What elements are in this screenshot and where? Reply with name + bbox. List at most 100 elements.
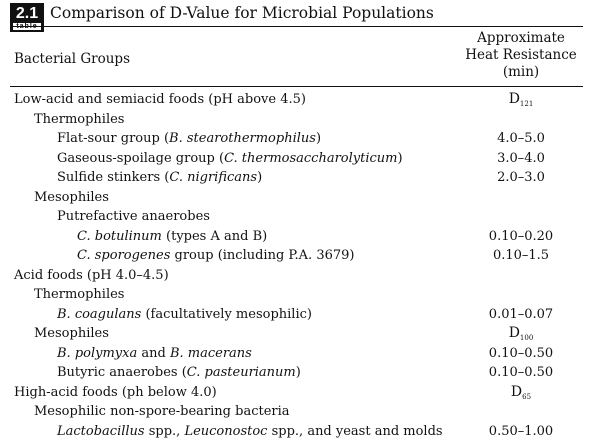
row-label: Sulfide stinkers (C. nigrificans) bbox=[57, 168, 262, 188]
label-text: Sulfide stinkers ( bbox=[57, 170, 170, 185]
column-header-bacterial-groups: Bacterial Groups bbox=[14, 51, 131, 67]
table-row: High-acid foods (ph below 4.0) D65 bbox=[0, 383, 595, 403]
table-row: Mesophiles bbox=[0, 188, 595, 208]
organism-name: B. stearothermophilus bbox=[169, 131, 316, 146]
label-text: Mesophilic non-spore-bearing bacteria bbox=[34, 404, 290, 419]
label-text: High-acid foods (ph below 4.0) bbox=[14, 384, 217, 400]
label-text: ) bbox=[315, 131, 322, 146]
label-text: Flat-sour group ( bbox=[57, 131, 170, 146]
row-label: Lactobacillus spp., Leuconostoc spp., an… bbox=[57, 422, 443, 442]
heat-resistance-value: 3.0–4.0 bbox=[458, 149, 584, 169]
organism-name: C. thermosaccharolyticum bbox=[224, 150, 398, 166]
table-row: C. botulinum (types A and B) 0.10–0.20 bbox=[0, 227, 595, 247]
value-text: D bbox=[508, 91, 520, 107]
label-text: (types A and B) bbox=[161, 228, 268, 244]
table-row: Lactobacillus spp., Leuconostoc spp., an… bbox=[0, 422, 595, 442]
label-text: spp., bbox=[144, 423, 185, 439]
label-text: Mesophiles bbox=[34, 189, 109, 205]
label-text: Thermophiles bbox=[34, 287, 125, 302]
table-row: C. sporogenes group (including P.A. 3679… bbox=[0, 246, 595, 266]
heat-resistance-value: 0.50–1.00 bbox=[458, 422, 584, 442]
table-row: Putrefactive anaerobes bbox=[0, 207, 595, 227]
organism-name: Leuconostoc bbox=[184, 423, 268, 439]
label-text: Putrefactive anaerobes bbox=[57, 209, 210, 224]
label-text: ) bbox=[295, 365, 301, 380]
row-label: Low-acid and semiacid foods (pH above 4.… bbox=[14, 90, 306, 110]
value-text: 0.10–0.50 bbox=[488, 365, 554, 380]
table-row: Gaseous-spoilage group (C. thermosacchar… bbox=[0, 149, 595, 169]
table-number: 2.1 bbox=[15, 5, 39, 22]
organism-name: B. macerans bbox=[169, 345, 252, 361]
row-label: Acid foods (pH 4.0–4.5) bbox=[14, 266, 169, 286]
column-header-line: Heat Resistance bbox=[465, 47, 577, 63]
column-header-line: Approximate bbox=[477, 30, 565, 46]
heat-resistance-value: 4.0–5.0 bbox=[458, 129, 584, 149]
value-text: 4.0–5.0 bbox=[497, 131, 545, 146]
organism-name: C. botulinum bbox=[77, 228, 162, 244]
value-text: 3.0–4.0 bbox=[497, 150, 545, 166]
d-value-symbol: D121 bbox=[458, 90, 584, 115]
row-label: Flat-sour group (B. stearothermophilus) bbox=[57, 129, 321, 149]
organism-name: C. pasteurianum bbox=[186, 365, 296, 380]
row-label: B. polymyxa and B. macerans bbox=[57, 344, 252, 364]
row-label: B. coagulans (facultatively mesophilic) bbox=[57, 305, 312, 325]
heat-resistance-value: 0.01–0.07 bbox=[458, 305, 584, 325]
value-text: 0.50–1.00 bbox=[488, 423, 554, 439]
table-row: Mesophiles D100 bbox=[0, 324, 595, 344]
value-text: D bbox=[508, 325, 520, 341]
table-row: Low-acid and semiacid foods (pH above 4.… bbox=[0, 90, 595, 110]
table-row: Sulfide stinkers (C. nigrificans) 2.0–3.0 bbox=[0, 168, 595, 188]
table-row: B. coagulans (facultatively mesophilic) 0… bbox=[0, 305, 595, 325]
table-row: Flat-sour group (B. stearothermophilus) 4… bbox=[0, 129, 595, 149]
temperature-subscript: 100 bbox=[519, 334, 534, 342]
table-body: Low-acid and semiacid foods (pH above 4.… bbox=[0, 90, 595, 441]
row-label: Butyric anaerobes (C. pasteurianum) bbox=[57, 363, 301, 383]
value-text: 0.01–0.07 bbox=[488, 306, 554, 322]
row-label: High-acid foods (ph below 4.0) bbox=[14, 383, 217, 403]
label-text: Acid foods (pH 4.0–4.5) bbox=[14, 267, 169, 283]
table-title: Comparison of D-Value for Microbial Popu… bbox=[50, 4, 434, 22]
table-badge: 2.1 table bbox=[10, 3, 44, 32]
table-row: Mesophilic non-spore-bearing bacteria bbox=[0, 402, 595, 422]
heat-resistance-value: 2.0–3.0 bbox=[458, 168, 584, 188]
organism-name: Lactobacillus bbox=[57, 423, 145, 439]
heat-resistance-value: 0.10–0.20 bbox=[458, 227, 584, 247]
row-label: Mesophiles bbox=[34, 324, 109, 344]
label-text: spp., and yeast and molds bbox=[267, 423, 443, 439]
heat-resistance-value: 0.10–0.50 bbox=[458, 344, 584, 364]
label-text: and bbox=[137, 345, 170, 361]
heat-resistance-value: 0.10–1.5 bbox=[458, 246, 584, 266]
temperature-subscript: 121 bbox=[519, 100, 534, 108]
column-header-line: (min) bbox=[502, 64, 540, 80]
row-label: Mesophiles bbox=[34, 188, 109, 208]
table-row: Butyric anaerobes (C. pasteurianum) 0.10–… bbox=[0, 363, 595, 383]
organism-name: B. polymyxa bbox=[57, 345, 138, 361]
label-text: ) bbox=[397, 150, 403, 166]
row-label: Mesophilic non-spore-bearing bacteria bbox=[34, 402, 290, 422]
value-text: D bbox=[510, 383, 523, 400]
table-row: B. polymyxa and B. macerans 0.10–0.50 bbox=[0, 344, 595, 364]
row-label: Thermophiles bbox=[34, 285, 124, 305]
label-text: Low-acid and semiacid foods (pH above 4.… bbox=[14, 92, 306, 107]
d-value-symbol: D65 bbox=[458, 383, 584, 408]
label-text: ) bbox=[257, 170, 263, 185]
temperature-subscript: 65 bbox=[522, 392, 532, 401]
label-text: (facultatively mesophilic) bbox=[141, 306, 312, 322]
organism-name: C. nigrificans bbox=[169, 170, 258, 185]
top-rule bbox=[10, 26, 583, 27]
row-label: Thermophiles bbox=[34, 110, 124, 130]
row-label: C. sporogenes group (including P.A. 3679… bbox=[77, 246, 354, 266]
value-text: 0.10–0.20 bbox=[488, 228, 554, 244]
value-text: 2.0–3.0 bbox=[497, 170, 545, 185]
organism-name: C. sporogenes bbox=[77, 248, 171, 263]
value-text: 0.10–0.50 bbox=[488, 345, 554, 361]
value-text: 0.10–1.5 bbox=[492, 248, 550, 263]
label-text: Mesophiles bbox=[34, 326, 109, 341]
row-label: Gaseous-spoilage group (C. thermosacchar… bbox=[57, 149, 403, 169]
label-text: group (including P.A. 3679) bbox=[170, 248, 355, 263]
header-rule bbox=[10, 86, 583, 87]
organism-name: B. coagulans bbox=[57, 306, 142, 322]
table-row: Thermophiles bbox=[0, 110, 595, 130]
row-label: Putrefactive anaerobes bbox=[57, 207, 210, 227]
column-header-heat-resistance: Approximate Heat Resistance (min) bbox=[458, 30, 584, 81]
